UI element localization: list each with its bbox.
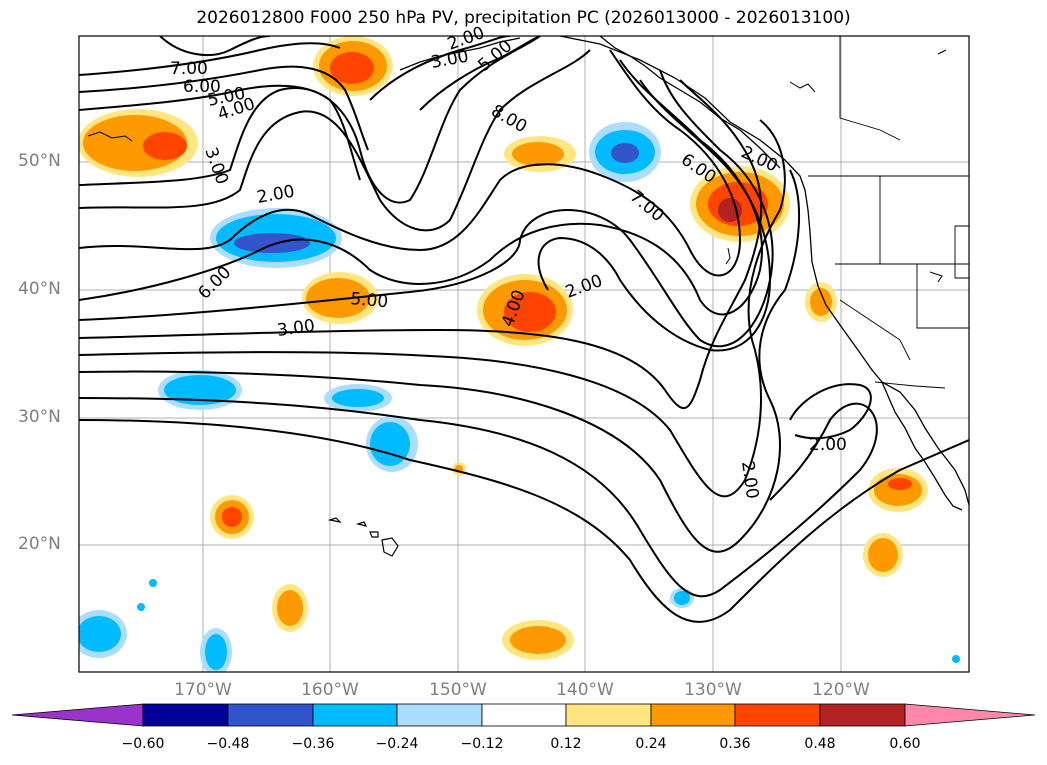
lat-label: 20°N xyxy=(18,534,61,554)
lon-label: 130°W xyxy=(684,680,742,700)
colorbar-tick-label: 0.12 xyxy=(550,736,582,752)
colorbar-tick-label: 0.48 xyxy=(804,736,836,752)
colorbar-segment xyxy=(650,703,736,727)
precip-blob-blue-6 xyxy=(79,610,127,658)
precip-blob-blue-1 xyxy=(210,208,342,268)
contour-label: 3.00 xyxy=(429,47,470,73)
precip-blob-blue-7 xyxy=(200,628,232,672)
coastline-aleutian xyxy=(87,131,133,142)
coastlines xyxy=(87,36,969,511)
precip-positive-areas xyxy=(79,36,928,660)
lon-label: 150°W xyxy=(429,680,487,700)
lat-label: 30°N xyxy=(18,407,61,427)
coastline-small-island xyxy=(789,81,816,93)
contour-label: 2.00 xyxy=(563,271,605,303)
lat-label: 40°N xyxy=(18,279,61,299)
coastline-alaska xyxy=(399,37,521,71)
lon-label: 120°W xyxy=(812,680,870,700)
colorbar-tick-label: 0.60 xyxy=(889,736,921,752)
precip-blob-c2 xyxy=(477,274,573,346)
border-us-mexico xyxy=(874,381,946,389)
precip-blob-nw xyxy=(79,109,198,177)
lon-label: 170°W xyxy=(174,680,232,700)
precip-blob-baja2 xyxy=(863,533,903,577)
colorbar-tick-label: −0.24 xyxy=(375,736,419,752)
contour-label: 6.00 xyxy=(194,263,235,304)
colorbar-segment xyxy=(312,703,398,727)
gridlines xyxy=(79,36,969,672)
colorbar-tick-label: 0.36 xyxy=(719,736,751,752)
colorbar-segment xyxy=(819,703,906,727)
contour-label: 2.00 xyxy=(255,182,296,208)
contour-label: 7.00 xyxy=(626,187,668,227)
contour-label-group: 7.00 6.00 5.00 4.00 3.00 2.00 2.00 3.00 … xyxy=(170,23,847,500)
contour-label: 3.00 xyxy=(200,145,232,187)
contour-label: 2.00 xyxy=(809,435,847,455)
border-state-3 xyxy=(916,264,969,329)
precip-blob-c1 xyxy=(302,272,378,324)
colorbar-segment xyxy=(227,703,314,727)
precip-blob-coast xyxy=(805,282,837,322)
colorbar-extend-high xyxy=(904,703,1036,727)
colorbar-segment xyxy=(396,703,483,727)
lon-label: 140°W xyxy=(556,680,614,700)
coastline-inside-passage xyxy=(599,36,781,169)
contour-label: 3.00 xyxy=(276,316,316,341)
colorbar-tick-label: −0.60 xyxy=(121,736,165,752)
contour-label: 7.00 xyxy=(170,59,208,79)
contour-label: 8.00 xyxy=(488,101,531,137)
precip-blob-c3 xyxy=(504,136,576,172)
precip-blob-blue-3 xyxy=(158,370,242,410)
colorbar xyxy=(11,703,1036,727)
border-state-4 xyxy=(839,299,911,361)
colorbar-tick-label: 0.24 xyxy=(635,736,667,752)
precip-blob-ne xyxy=(690,166,790,242)
precip-blob-n xyxy=(313,36,393,96)
colorbar-extend-low xyxy=(11,703,144,727)
colorbar-segment xyxy=(142,703,229,727)
colorbar-tick-label: −0.36 xyxy=(291,736,335,752)
contour-label: 5.00 xyxy=(350,289,389,312)
precip-blob-blue-2 xyxy=(589,122,661,182)
map-frame xyxy=(78,35,970,673)
colorbar-segment xyxy=(565,703,652,727)
contour-label: 2.00 xyxy=(737,460,762,500)
lon-label: 160°W xyxy=(301,680,359,700)
political-borders xyxy=(808,36,969,389)
colorbar-tick-label: −0.12 xyxy=(460,736,504,752)
map-title: 2026012800 F000 250 hPa PV, precipitatio… xyxy=(196,8,851,28)
border-alaska-canada xyxy=(839,36,901,141)
precip-blob-hawaii1 xyxy=(210,495,254,539)
pv-contours xyxy=(79,36,969,623)
contour-label: 6.00 xyxy=(183,77,221,97)
coastline-baja xyxy=(881,381,963,511)
precip-blob-blue-4 xyxy=(324,384,392,412)
hawaiian-islands xyxy=(327,517,399,557)
precip-blob-s2 xyxy=(502,620,574,660)
precip-blob-blue-8 xyxy=(670,588,694,608)
colorbar-segment xyxy=(734,703,821,727)
coastline-north-america xyxy=(559,36,969,506)
precip-blob-baja1 xyxy=(868,468,928,512)
coastline-island-bc xyxy=(725,247,731,265)
precip-blob-s1 xyxy=(272,584,308,632)
precip-blob-blue-5 xyxy=(366,416,418,472)
lat-label: 50°N xyxy=(18,151,61,171)
colorbar-tick-label: −0.48 xyxy=(206,736,250,752)
colorbar-segment xyxy=(481,703,567,727)
